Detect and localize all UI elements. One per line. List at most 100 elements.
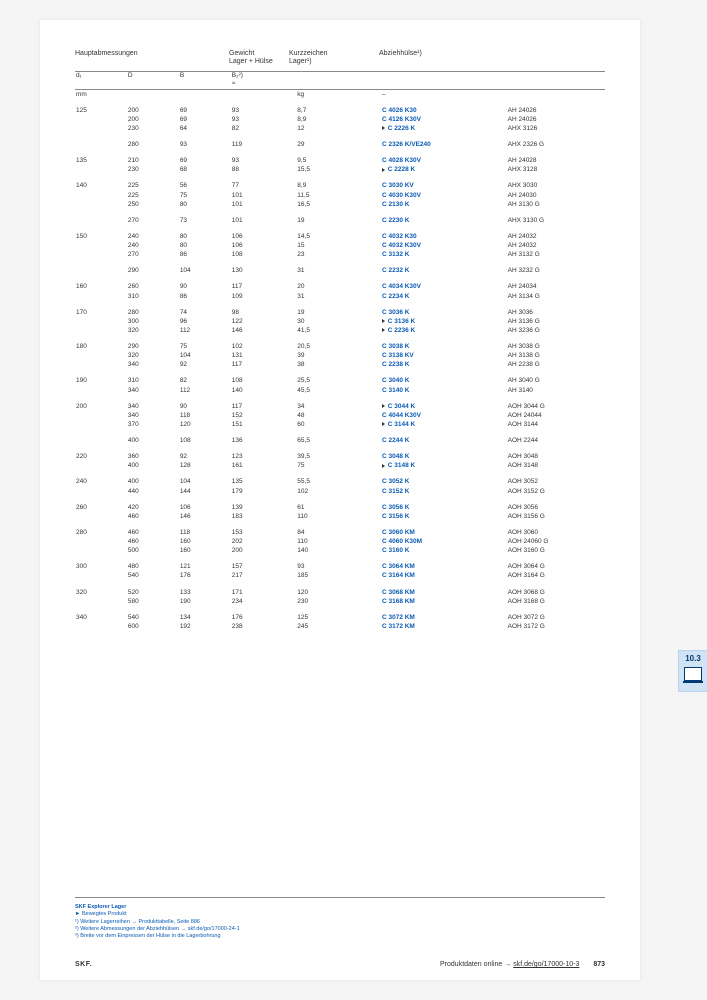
header-kurz: Kurzzeichen Lager¹) bbox=[289, 50, 379, 67]
bearing-designation: C 4026 K30 bbox=[382, 107, 417, 114]
unit-dash: – bbox=[381, 90, 507, 100]
table-row: 24040010413555,5 C 3052 KAOH 3052 bbox=[75, 478, 605, 487]
table-row: 30048012115793 C 3064 KMAOH 3064 G bbox=[75, 563, 605, 572]
triangle-icon bbox=[382, 464, 385, 468]
bearing-designation: C 2230 K bbox=[382, 217, 409, 224]
table-row: 13521069939,5 C 4028 K30VAH 24028 bbox=[75, 157, 605, 166]
bearing-designation: C 4034 K30V bbox=[382, 283, 421, 290]
fn-title: SKF Explorer Lager bbox=[75, 904, 605, 911]
bearing-designation: C 2244 K bbox=[382, 437, 409, 444]
table-row: 600192238245 C 3172 KMAOH 3172 G bbox=[75, 622, 605, 631]
bearing-designation: C 4030 K30V bbox=[382, 192, 421, 199]
bearing-designation: C 2236 K bbox=[388, 327, 415, 334]
table-row: 37012015160 C 3144 KAOH 3144 bbox=[75, 420, 605, 429]
table-row: 34011214045,5 C 3140 KAH 3140 bbox=[75, 386, 605, 395]
triangle-icon bbox=[382, 319, 385, 323]
header-abzieh: Abziehhülse¹) bbox=[379, 50, 422, 67]
table-row: 3009612230 C 3136 KAH 3136 G bbox=[75, 317, 605, 326]
bearing-designation: C 3144 K bbox=[388, 421, 415, 428]
table-row: 440144179102 C 3152 KAOH 3152 G bbox=[75, 487, 605, 496]
table-row: 2408010615 C 4032 K30VAH 24032 bbox=[75, 242, 605, 251]
bearing-designation: C 3138 KV bbox=[382, 352, 414, 359]
footnotes: SKF Explorer Lager ► Bewegtes Produkt ¹)… bbox=[75, 897, 605, 940]
table-row: 2257510111,5 C 4030 K30VAH 24030 bbox=[75, 191, 605, 200]
table-row: 2508010116,5 C 2130 KAH 3130 G bbox=[75, 200, 605, 209]
bearing-designation: C 2232 K bbox=[382, 267, 409, 274]
bearing-designation: C 3140 K bbox=[382, 387, 409, 394]
table-row: 540176217185 C 3164 KMAOH 3164 G bbox=[75, 572, 605, 581]
table-row: 170280749819 C 3036 KAH 3036 bbox=[75, 308, 605, 317]
table-row: 230688815,5 C 2228 KAHX 3128 bbox=[75, 166, 605, 175]
bearing-designation: C 3052 K bbox=[382, 478, 409, 485]
sub-B2: B₂²)≈ bbox=[231, 71, 297, 89]
table-row: 1903108210825,5 C 3040 KAH 3040 G bbox=[75, 377, 605, 386]
page: Hauptabmessungen Gewicht Lager + Hülse K… bbox=[40, 20, 640, 980]
triangle-icon bbox=[382, 168, 385, 172]
table-row: 320520133171120 C 3068 KMAOH 3068 G bbox=[75, 588, 605, 597]
brand-logo: SKF. bbox=[75, 961, 92, 968]
table-row: 1802907510220,5 C 3038 KAH 3038 G bbox=[75, 343, 605, 352]
bearing-designation: C 3044 K bbox=[388, 403, 415, 410]
table-row: 2809311929 C 2326 K/VE240AHX 2326 G bbox=[75, 141, 605, 150]
bearing-designation: C 4060 K30M bbox=[382, 538, 422, 545]
bearing-designation: C 2234 K bbox=[382, 293, 409, 300]
triangle-icon bbox=[382, 126, 385, 130]
table-row: 460160202110 C 4060 K30MAOH 24060 G bbox=[75, 538, 605, 547]
bearing-designation: C 3168 KM bbox=[382, 598, 415, 605]
triangle-icon bbox=[382, 422, 385, 426]
table-row: 40010813665,5 C 2244 KAOH 2244 bbox=[75, 437, 605, 446]
table-header: Hauptabmessungen Gewicht Lager + Hülse K… bbox=[75, 50, 605, 67]
bearing-designation: C 3164 KM bbox=[382, 572, 415, 579]
bearing-designation: C 4032 K30 bbox=[382, 233, 417, 240]
bearing-designation: C 2228 K bbox=[388, 166, 415, 173]
table-row: 32011214641,5 C 2236 KAH 3236 G bbox=[75, 326, 605, 335]
bearing-designation: C 4126 K30V bbox=[382, 116, 421, 123]
bearing-designation: C 3148 K bbox=[388, 462, 415, 469]
side-tab[interactable]: 10.3 bbox=[678, 650, 707, 692]
table-row: 500160200140 C 3160 KAOH 3160 G bbox=[75, 547, 605, 556]
table-row: 1502408010614,5 C 4032 K30AH 24032 bbox=[75, 232, 605, 241]
bearing-designation: C 4028 K30V bbox=[382, 157, 421, 164]
fn-3: ²) Weitere Abmessungen der Abziehhülsen … bbox=[75, 926, 605, 933]
table-row: 3409211738 C 2238 KAH 2238 G bbox=[75, 361, 605, 370]
table-row: 3108610931 C 2234 KAH 3134 G bbox=[75, 292, 605, 301]
sub-B: B bbox=[179, 71, 231, 89]
table-row: 230648212 C 2226 KAHX 3126 bbox=[75, 124, 605, 133]
footer-link[interactable]: skf.de/go/17000-10-3 bbox=[513, 961, 579, 968]
bearing-designation: C 3038 K bbox=[382, 343, 409, 350]
bearing-designation: C 3152 K bbox=[382, 488, 409, 495]
header-haupt: Hauptabmessungen bbox=[75, 50, 229, 67]
triangle-icon bbox=[382, 404, 385, 408]
bearing-designation: C 3048 K bbox=[382, 453, 409, 460]
bearing-designation: C 3136 K bbox=[388, 318, 415, 325]
page-number: 873 bbox=[593, 961, 605, 968]
sub-D: D bbox=[127, 71, 179, 89]
bearing-designation: C 3036 K bbox=[382, 309, 409, 316]
table-row: 20069938,9 C 4126 K30VAH 24026 bbox=[75, 115, 605, 124]
table-row: 2003409011734 C 3044 KAOH 3044 G bbox=[75, 402, 605, 411]
table-row: 2203609212339,5 C 3048 KAOH 3048 bbox=[75, 453, 605, 462]
triangle-icon bbox=[382, 328, 385, 332]
bearing-designation: C 3160 K bbox=[382, 547, 409, 554]
fn-2: ¹) Weitere Lagerreihen → Produkttabelle,… bbox=[75, 919, 605, 926]
page-footer: SKF. Produktdaten online → skf.de/go/170… bbox=[75, 961, 605, 968]
table-row: 34011815248 C 4044 K30VAOH 24044 bbox=[75, 411, 605, 420]
table-row: 340540134176125 C 3072 KMAOH 3072 G bbox=[75, 613, 605, 622]
table-row: 580190234230 C 3168 KMAOH 3168 G bbox=[75, 597, 605, 606]
tab-number: 10.3 bbox=[679, 654, 707, 663]
footer-text: Produktdaten online → bbox=[440, 961, 513, 968]
table-row: 14022556778,9 C 3030 KVAHX 3030 bbox=[75, 182, 605, 191]
bearing-designation: C 3068 KM bbox=[382, 589, 415, 596]
table-row: 26042010613961 C 3056 KAOH 3056 bbox=[75, 503, 605, 512]
table-row: 32010413139 C 3138 KVAH 3138 G bbox=[75, 352, 605, 361]
bearing-designation: C 3172 KM bbox=[382, 623, 415, 630]
bearing-designation: C 2238 K bbox=[382, 361, 409, 368]
bearing-designation: C 3072 KM bbox=[382, 614, 415, 621]
bearing-designation: C 4032 K30V bbox=[382, 242, 421, 249]
table-row: 28046011815384 C 3060 KMAOH 3060 bbox=[75, 528, 605, 537]
table-row: 2707310119 C 2230 KAHX 3130 G bbox=[75, 216, 605, 225]
table-row: 1602609011720 C 4034 K30VAH 24034 bbox=[75, 283, 605, 292]
data-table: d₁ D B B₂²)≈ mm kg – 12520069938,7 C 402… bbox=[75, 71, 605, 632]
bearing-designation: C 2130 K bbox=[382, 201, 409, 208]
fn-1: ► Bewegtes Produkt bbox=[75, 911, 605, 918]
